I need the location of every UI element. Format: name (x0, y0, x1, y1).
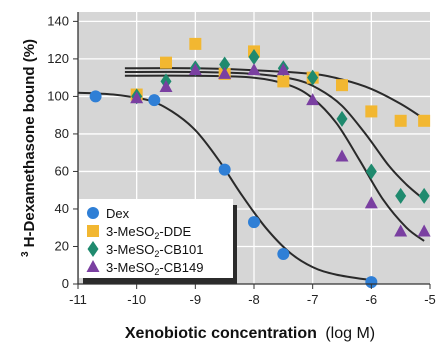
y-tick-label: 120 (47, 51, 69, 66)
x-axis-title: Xenobiotic concentration (log M) (125, 325, 375, 342)
data-point-series-3 (394, 224, 408, 237)
legend-label-series-1: 3-MeSO2-DDE (106, 224, 192, 241)
legend-label-part: 2 (154, 249, 159, 259)
x-tick-label: -8 (248, 292, 260, 307)
x-tick-label: -10 (127, 292, 146, 307)
data-point-series-1 (160, 56, 172, 69)
data-point-series-1 (336, 79, 348, 92)
y-tick-label: 0 (62, 276, 69, 291)
x-tick-label: -7 (307, 292, 319, 307)
legend-label-part: -DDE (159, 224, 191, 239)
data-point-series-2 (395, 187, 407, 204)
data-points (89, 37, 431, 289)
data-point-series-3 (188, 63, 202, 76)
data-point-series-2 (248, 49, 260, 66)
data-point-series-1 (189, 37, 202, 50)
legend-marker-series-0 (87, 207, 99, 219)
data-point-series-3 (276, 63, 290, 76)
legend-label-part: 2 (154, 267, 159, 277)
legend-marker-series-2 (87, 241, 99, 257)
data-point-series-3 (417, 224, 431, 237)
legend-marker-series-1 (87, 225, 99, 237)
data-point-series-3 (218, 66, 232, 79)
legend-label-part: 3-MeSO (106, 260, 154, 275)
data-point-series-1 (277, 75, 290, 88)
data-point-series-3 (364, 196, 378, 209)
legend-label-part: 2 (154, 231, 159, 241)
x-axis-title-main: Xenobiotic concentration (125, 325, 317, 342)
data-point-series-0 (277, 247, 290, 260)
data-point-series-3 (130, 91, 144, 104)
data-point-series-0 (89, 90, 102, 103)
fit-curve-series-0 (77, 91, 372, 282)
data-point-series-3 (247, 63, 261, 76)
legend-label-part: 3-MeSO (106, 224, 154, 239)
data-point-series-2 (365, 163, 377, 180)
legend-label-series-2: 3-MeSO2-CB101 (106, 242, 204, 259)
x-tick-label: -5 (424, 292, 436, 307)
x-tick-label: -9 (190, 292, 202, 307)
y-axis-title-text: H-Dexamethasone bound (%) (21, 39, 38, 247)
y-tick-label: 140 (47, 13, 69, 28)
grid-lines (78, 12, 430, 284)
x-axis-title-unit: (log M) (325, 325, 375, 342)
legend-box (79, 199, 233, 278)
legend-label-series-0: Dex (106, 206, 130, 221)
data-point-series-0 (148, 94, 161, 107)
legend-marker-series-3 (86, 260, 100, 272)
x-tick-label: -11 (69, 292, 87, 307)
data-point-series-0 (365, 276, 378, 289)
data-point-series-0 (248, 216, 260, 229)
data-point-series-2 (418, 187, 430, 204)
y-tick-label: 80 (55, 126, 69, 141)
legend-label-part: Dex (106, 206, 130, 221)
data-point-series-1 (394, 114, 407, 127)
data-point-series-2 (219, 56, 231, 73)
y-axis-title-superscript: 3 (20, 251, 31, 257)
x-tick-label: -6 (366, 292, 378, 307)
data-point-series-3 (159, 80, 173, 93)
y-tick-label: 60 (55, 163, 69, 178)
y-tick-label: 40 (55, 201, 69, 216)
data-point-series-0 (218, 163, 231, 176)
y-tick-label: 20 (55, 238, 69, 253)
data-point-series-3 (335, 149, 349, 162)
data-point-series-2 (336, 110, 348, 127)
data-point-series-3 (306, 93, 320, 106)
legend-label-part: -CB101 (159, 242, 203, 257)
data-point-series-1 (365, 105, 378, 118)
legend-label-part: 3-MeSO (106, 242, 154, 257)
legend-label-series-3: 3-MeSO2-CB149 (106, 260, 204, 277)
data-point-series-2 (307, 69, 319, 86)
y-tick-label: 100 (47, 88, 69, 103)
y-axis-title: 3 H-Dexamethasone bound (%) (15, 39, 38, 257)
tick-labels: 0 20 40 60 80 100 120 140 -11 -10 -9 -8 -7 -6 -5 (47, 13, 435, 307)
legend-label-part: -CB149 (159, 260, 203, 275)
data-point-series-1 (418, 114, 431, 127)
